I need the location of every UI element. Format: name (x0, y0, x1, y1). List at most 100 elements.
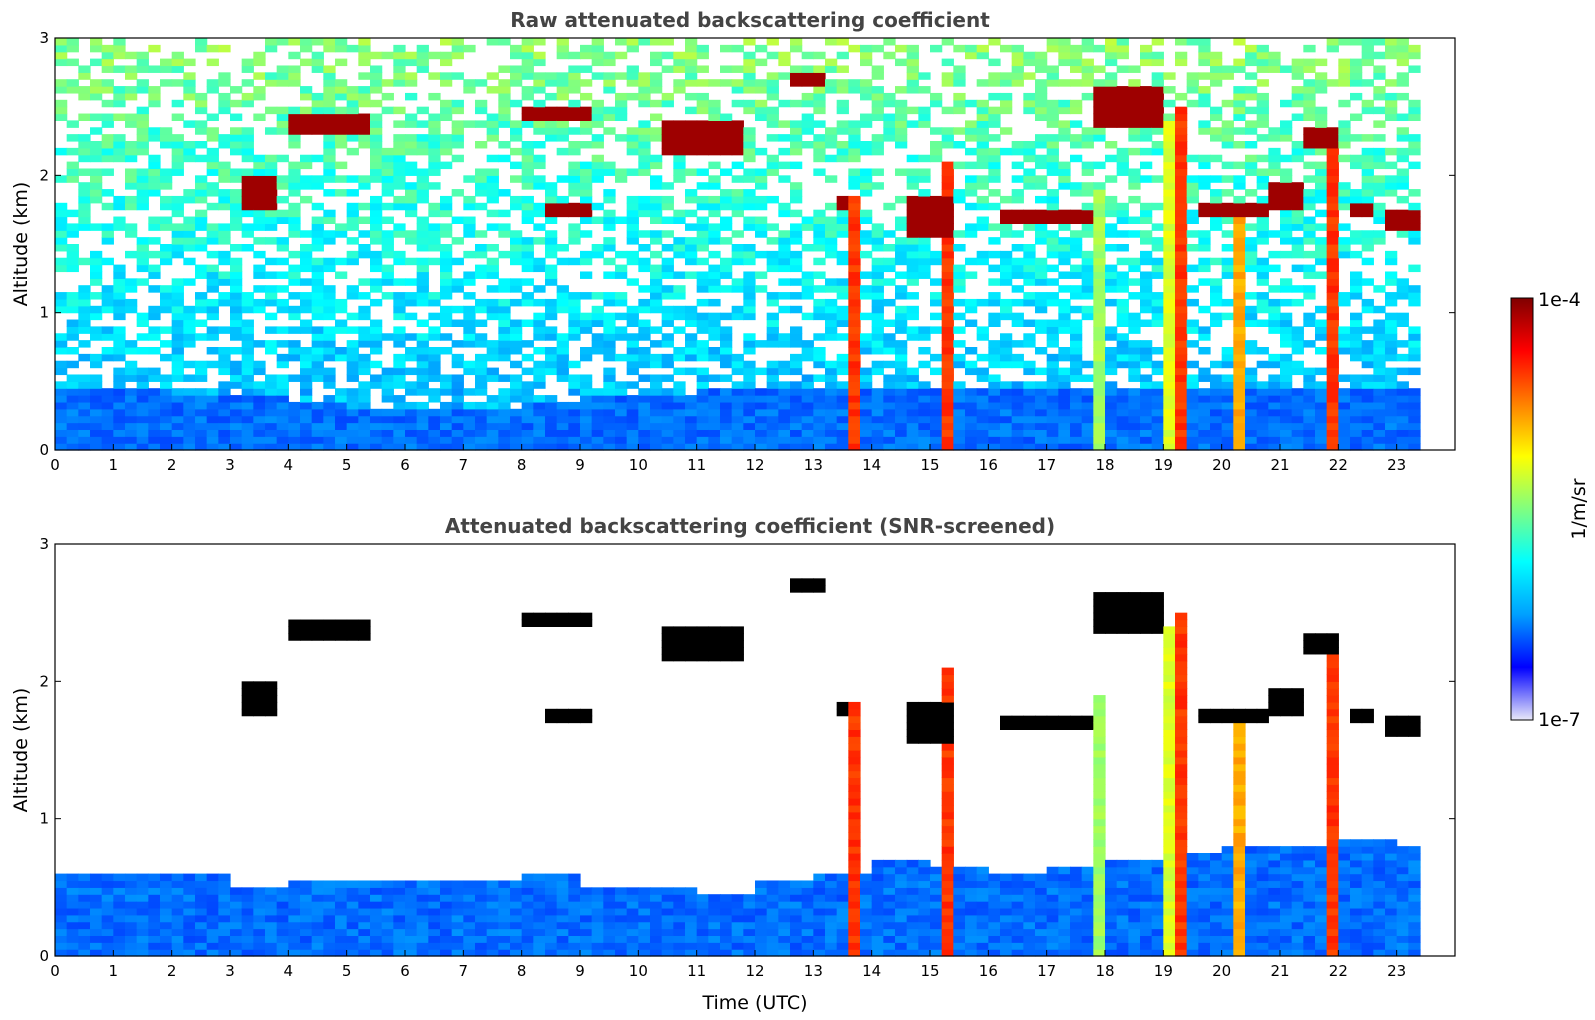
heatmap-cell (790, 353, 803, 362)
heatmap-cell (101, 907, 114, 916)
heatmap-cell (941, 189, 954, 197)
heatmap-cell (1233, 408, 1246, 417)
heatmap-cell (930, 216, 943, 224)
heatmap-cell (1408, 401, 1421, 410)
heatmap-cell (661, 257, 674, 266)
heatmap-cell (1373, 367, 1386, 376)
heatmap-cell (1000, 147, 1013, 156)
heatmap-cell (673, 161, 686, 170)
heatmap-cell (883, 120, 896, 128)
heatmap-cell (1385, 312, 1398, 321)
heatmap-cell (1105, 51, 1118, 60)
heatmap-cell (708, 388, 721, 396)
heatmap-cell (1326, 271, 1339, 279)
heatmap-cell (1408, 353, 1421, 362)
heatmap-cell (1221, 65, 1234, 73)
heatmap-cell (778, 134, 791, 142)
heatmap-cell (1186, 374, 1199, 382)
heatmap-cell (1128, 182, 1141, 190)
heatmap-cell (300, 120, 313, 128)
heatmap-cell (230, 326, 243, 334)
heatmap-cell (78, 408, 91, 417)
heatmap-cell (836, 216, 849, 224)
heatmap-cell (253, 250, 266, 259)
heatmap-cell (965, 127, 978, 135)
heatmap-cell (1373, 381, 1386, 389)
heatmap-cell (1221, 216, 1234, 224)
heatmap-cell (1175, 182, 1188, 190)
heatmap-cell (148, 326, 161, 334)
heatmap-cell (1186, 436, 1199, 444)
heatmap-cell (1233, 360, 1246, 369)
heatmap-cell (381, 202, 394, 211)
heatmap-cell (510, 257, 523, 266)
heatmap-cell (626, 168, 639, 176)
heatmap-cell (288, 880, 301, 888)
heatmap-cell (813, 168, 826, 176)
heatmap-cell (1093, 209, 1106, 218)
heatmap-cell (90, 44, 103, 53)
heatmap-cell (650, 51, 663, 60)
heatmap-cell (288, 408, 301, 417)
heatmap-cell (55, 58, 68, 67)
heatmap-cell (848, 381, 861, 389)
heatmap-cell (1105, 285, 1118, 293)
heatmap-cell (906, 264, 919, 273)
heatmap-cell (895, 353, 908, 362)
heatmap-cell (206, 134, 219, 142)
heatmap-cell (1245, 340, 1258, 348)
heatmap-cell (265, 223, 278, 231)
heatmap-cell (1140, 408, 1153, 417)
heatmap-cell (1093, 353, 1106, 362)
heatmap-cell (976, 422, 989, 430)
heatmap-cell (720, 326, 733, 334)
heatmap-cell (136, 264, 149, 273)
heatmap-cell (673, 147, 686, 156)
heatmap-cell (241, 360, 254, 369)
heatmap-cell (78, 285, 91, 293)
heatmap-cell (90, 86, 103, 94)
heatmap-cell (941, 271, 954, 279)
heatmap-cell (836, 436, 849, 444)
heatmap-cell (1151, 422, 1164, 430)
heatmap-cell (218, 353, 231, 362)
heatmap-cell (638, 422, 651, 430)
heatmap-cell (1128, 312, 1141, 321)
heatmap-cell (113, 86, 126, 94)
heatmap-cell (813, 257, 826, 266)
heatmap-cell (836, 360, 849, 369)
heatmap-cell (953, 381, 966, 389)
heatmap-cell (276, 216, 289, 224)
heatmap-cell (416, 216, 429, 224)
heatmap-cell (1105, 360, 1118, 369)
heatmap-cell (1361, 154, 1374, 163)
heatmap-cell (1070, 374, 1083, 382)
heatmap-cell (1011, 429, 1024, 437)
heatmap-cell (848, 195, 861, 204)
heatmap-cell (1070, 65, 1083, 73)
heatmap-cell (498, 79, 511, 87)
heatmap-cell (825, 395, 838, 403)
heatmap-cell (55, 880, 68, 888)
heatmap-cell (638, 395, 651, 403)
heatmap-cell (1128, 388, 1141, 396)
heatmap-cell (591, 395, 604, 403)
heatmap-cell (906, 374, 919, 382)
heatmap-cell (498, 388, 511, 396)
heatmap-cell (533, 436, 546, 444)
heatmap-cell (253, 168, 266, 176)
x-tick-label: 23 (1387, 456, 1406, 474)
heatmap-cell (241, 914, 254, 923)
heatmap-cell (1221, 298, 1234, 307)
heatmap-cell (1373, 388, 1386, 396)
heatmap-cell (941, 388, 954, 396)
heatmap-cell (195, 99, 208, 108)
heatmap-cell (300, 894, 313, 902)
heatmap-cell (101, 86, 114, 94)
heatmap-cell (335, 901, 348, 909)
heatmap-cell (78, 928, 91, 936)
heatmap-cell (778, 436, 791, 444)
heatmap-cell (1221, 395, 1234, 403)
heatmap-cell (1116, 120, 1129, 128)
heatmap-cell (638, 360, 651, 369)
